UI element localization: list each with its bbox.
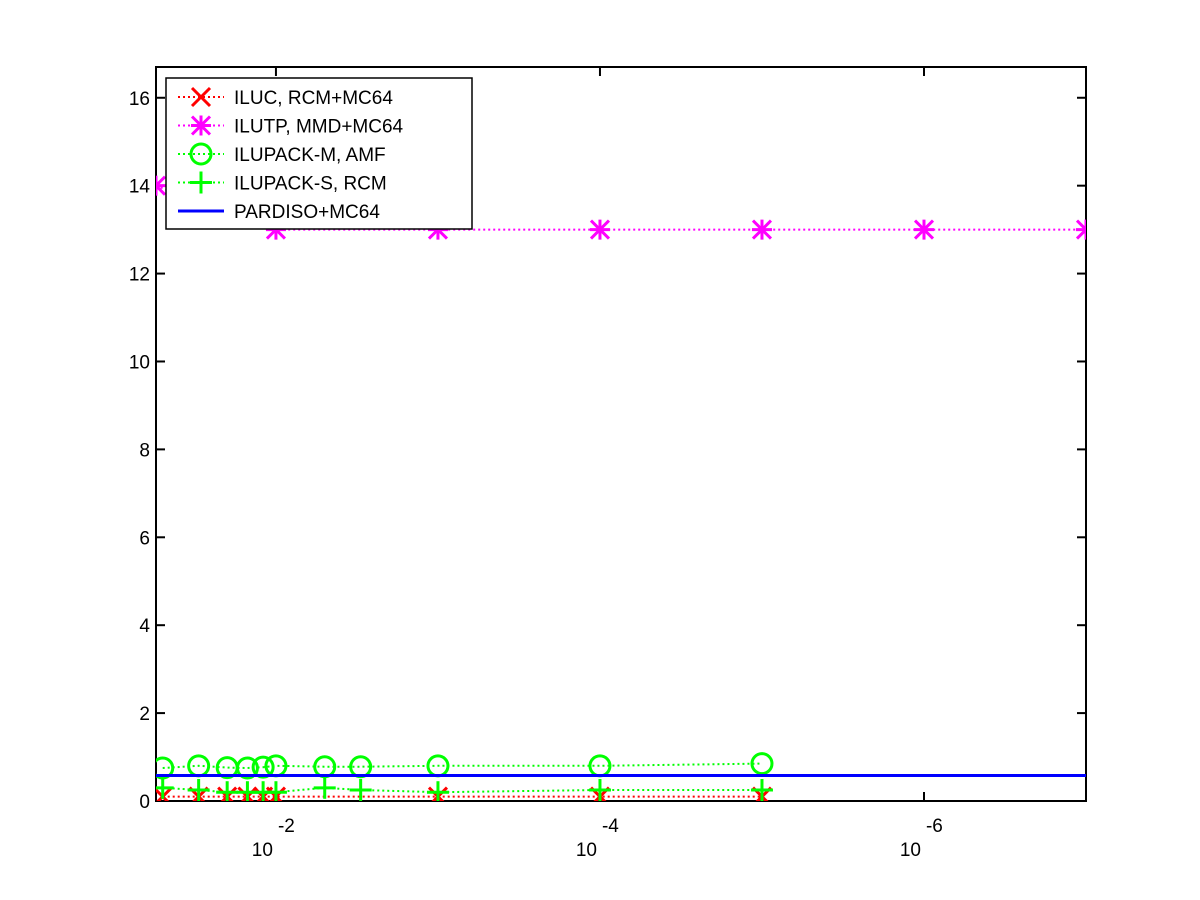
series-layer	[156, 175, 1086, 801]
legend-entry: ILUC, RCM+MC64	[178, 86, 393, 109]
y-tick-label: 14	[129, 177, 151, 198]
y-tick-label: 0	[139, 792, 150, 813]
data-point	[313, 776, 336, 799]
legend-marker	[189, 142, 213, 166]
legend-label: ILUPACK-M, AMF	[234, 145, 386, 166]
y-tick-label: 16	[129, 89, 150, 110]
x-tick-base: 10	[252, 840, 273, 861]
legend-label: ILUTP, MMD+MC64	[234, 117, 404, 138]
data-point	[187, 779, 210, 801]
legend-label: ILUC, RCM+MC64	[234, 88, 393, 109]
legend-marker	[190, 171, 212, 194]
legend-entry: ILUPACK-M, AMF	[178, 142, 386, 166]
x-tick-base: 10	[576, 840, 597, 861]
y-tick-label: 8	[139, 440, 150, 461]
data-point	[156, 776, 174, 799]
x-tick-exponent: -2	[278, 816, 295, 837]
data-point	[750, 779, 773, 801]
data-point	[750, 752, 774, 776]
data-point	[349, 779, 372, 801]
data-point	[913, 219, 935, 240]
y-tick-label: 2	[139, 704, 150, 725]
data-point	[426, 781, 449, 801]
legend-entry: ILUPACK-S, RCM	[178, 171, 387, 195]
y-tick-label: 10	[129, 352, 150, 373]
x-tick-exponent: -6	[926, 816, 943, 837]
legend-entry: PARDISO+MC64	[178, 202, 380, 223]
series-2	[156, 752, 774, 780]
y-tick-label: 12	[129, 265, 150, 286]
legend-label: ILUPACK-S, RCM	[234, 174, 387, 195]
legend-label: PARDISO+MC64	[234, 202, 380, 223]
y-tick-label: 6	[139, 528, 150, 549]
legend-marker	[190, 115, 212, 136]
legend-box	[165, 77, 473, 230]
legend: ILUC, RCM+MC64 ILUTP, MMD+MC64 ILUPACK-M, …	[165, 77, 473, 230]
x-tick-exponent: -4	[602, 816, 619, 837]
data-point	[251, 755, 275, 779]
data-point	[235, 756, 259, 780]
data-point	[264, 781, 287, 801]
legend-entry: ILUTP, MMD+MC64	[178, 115, 404, 138]
y-tick-label: 4	[139, 616, 150, 637]
series-1	[156, 175, 1086, 240]
legend-marker	[190, 86, 212, 108]
data-point	[588, 779, 611, 801]
data-point	[589, 219, 611, 240]
data-point	[751, 219, 773, 240]
series-3	[156, 776, 773, 801]
data-point	[216, 781, 239, 801]
data-point	[156, 175, 167, 196]
x-tick-base: 10	[900, 840, 921, 861]
data-point	[1075, 219, 1086, 240]
